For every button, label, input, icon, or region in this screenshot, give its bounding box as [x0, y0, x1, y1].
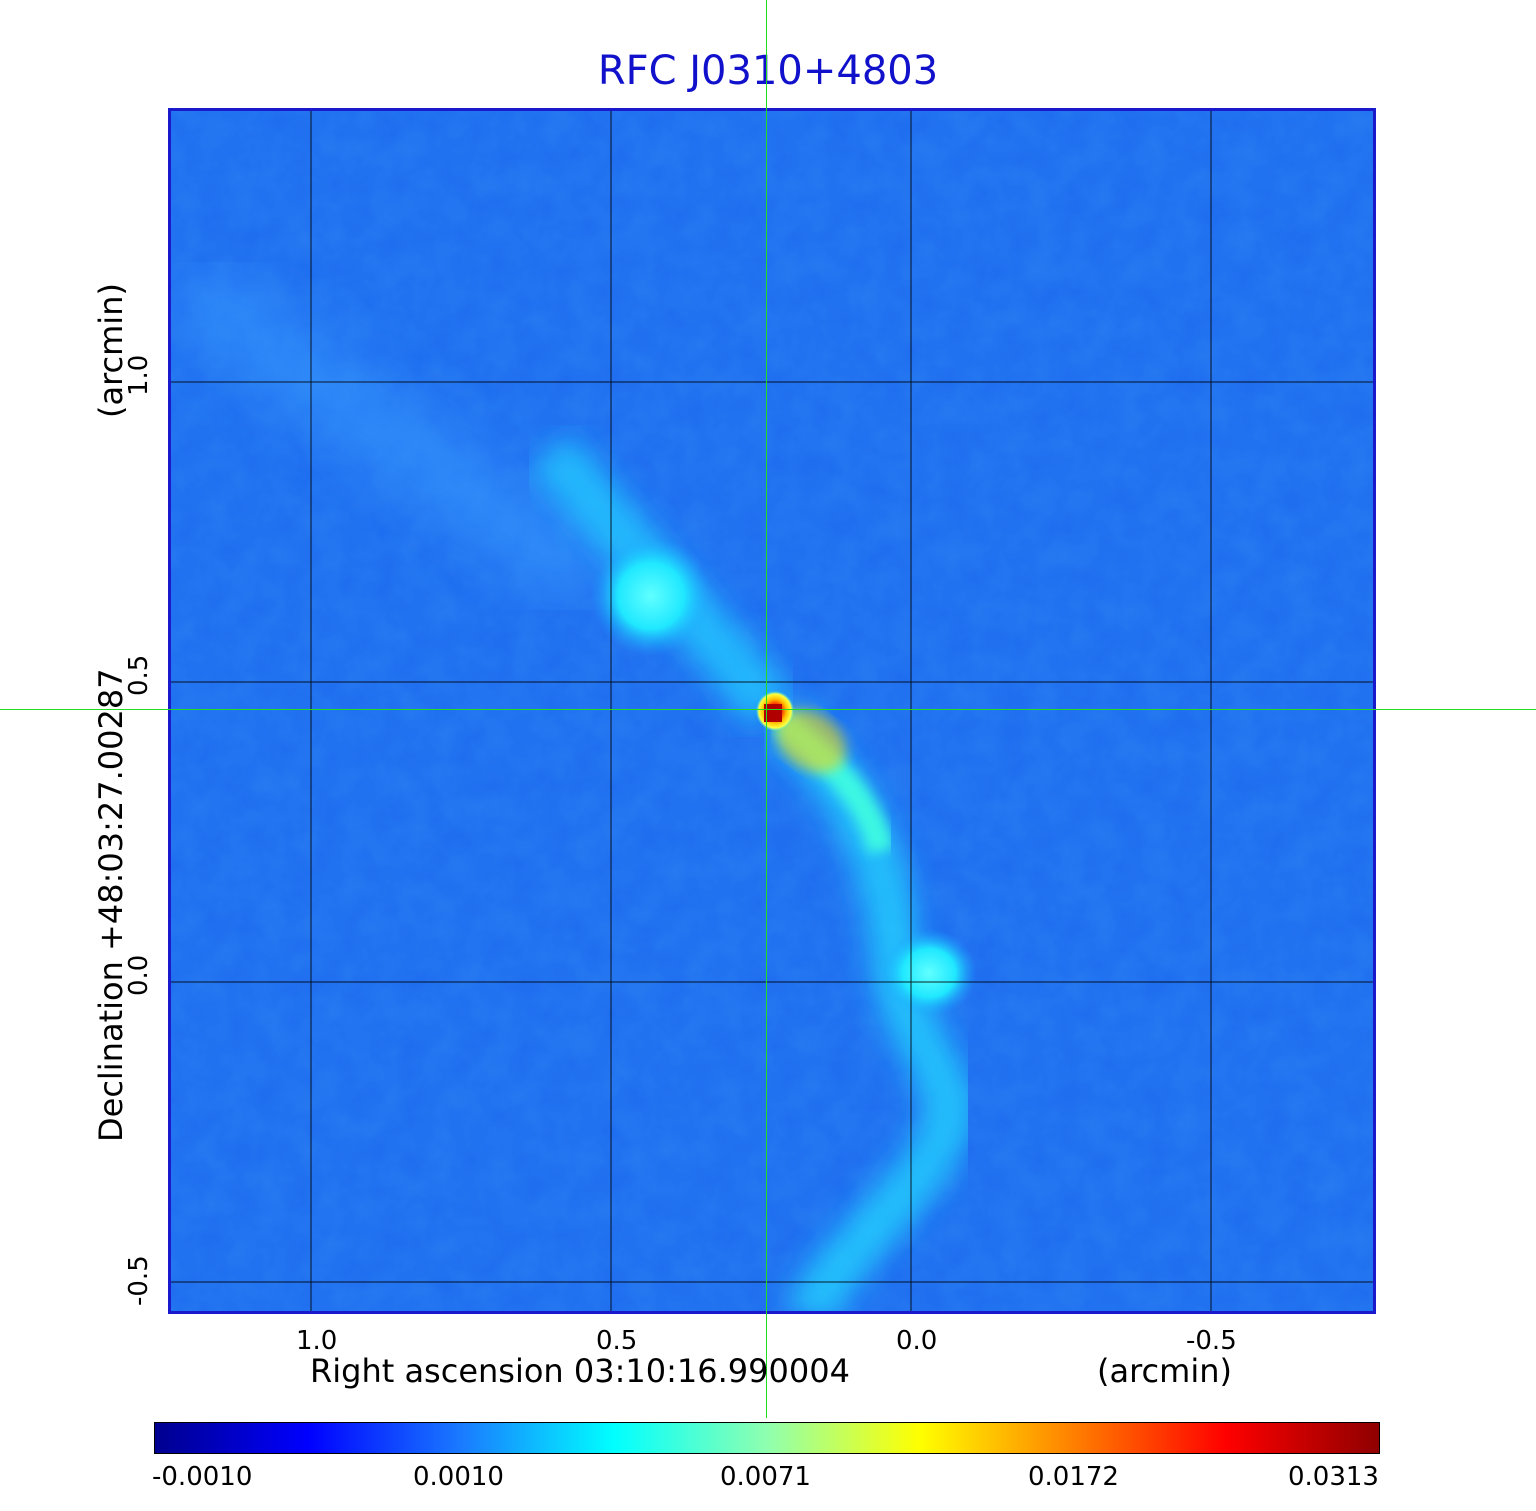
coordinate-grid: [171, 111, 1373, 1311]
x-tick-label: 0.0: [896, 1326, 938, 1356]
y-tick-label: -0.5: [124, 1255, 154, 1306]
x-axis-label: Right ascension 03:10:16.990004: [310, 1352, 850, 1390]
north-lobe: [591, 536, 711, 656]
image-title: RFC J0310+4803: [597, 48, 939, 94]
colorbar-tick-label: -0.0010: [152, 1462, 253, 1492]
diffuse-streak: [171, 262, 613, 609]
x-tick-label: 1.0: [296, 1326, 338, 1356]
colorbar: [154, 1422, 1380, 1454]
crosshair-horizontal: [0, 709, 1536, 710]
x-axis-unit: (arcmin): [1097, 1352, 1232, 1390]
x-tick-label: 0.5: [596, 1326, 638, 1356]
y-axis-label: Declination +48:03:27.00287: [92, 668, 130, 1142]
colorbar-tick-label: 0.0172: [1028, 1462, 1119, 1492]
south-lobe: [881, 929, 977, 1017]
colorbar-tick-label: 0.0313: [1288, 1462, 1379, 1492]
colorbar-tick-label: 0.0071: [720, 1462, 811, 1492]
radio-map: [171, 111, 1373, 1311]
colorbar-tick-label: 0.0010: [413, 1462, 504, 1492]
radio-image-panel[interactable]: [168, 108, 1376, 1314]
y-axis-unit: (arcmin): [92, 283, 130, 418]
x-tick-label: -0.5: [1186, 1326, 1237, 1356]
